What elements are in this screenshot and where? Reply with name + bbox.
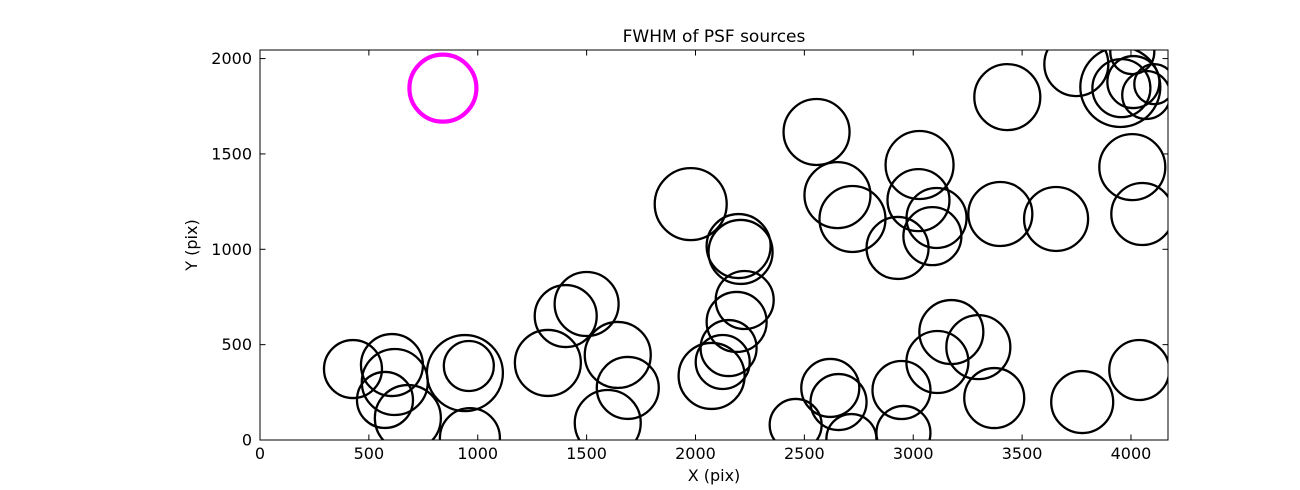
x-tick-label: 3000	[893, 444, 934, 463]
psf-source-circle	[573, 388, 642, 440]
psf-source-circle	[322, 338, 384, 400]
x-tick-label: 4000	[1111, 444, 1152, 463]
psf-source-circle	[705, 212, 772, 280]
plot-title: FWHM of PSF sources	[623, 27, 806, 47]
psf-source-circle	[1043, 50, 1110, 98]
data-points-layer	[322, 50, 1168, 440]
psf-source-circle	[553, 270, 620, 338]
y-tick-label: 1000	[211, 240, 252, 259]
psf-source-circle	[865, 215, 930, 281]
y-axis-label: Y (pix)	[182, 219, 201, 271]
psf-source-circle	[973, 62, 1042, 132]
psf-source-circle	[818, 184, 887, 254]
psf-source-circle	[884, 129, 955, 201]
psf-source-circle	[1098, 132, 1167, 202]
psf-source-circle	[782, 97, 851, 167]
psf-sources-series	[322, 50, 1168, 440]
psf-source-circle	[875, 404, 932, 440]
psf-source-circle	[809, 372, 868, 432]
psf-source-circle	[694, 333, 751, 391]
psf-source-circle	[871, 359, 932, 421]
psf-source-circle	[1022, 185, 1090, 253]
y-tick-label: 1500	[211, 144, 252, 163]
psf-source-circle	[1133, 62, 1168, 106]
psf-source-circle	[595, 355, 660, 421]
psf-source-circle	[533, 283, 598, 349]
psf-source-circle	[1106, 54, 1161, 110]
x-axis-label: X (pix)	[688, 466, 741, 485]
psf-source-circle	[905, 329, 970, 395]
psf-source-circle	[653, 166, 728, 242]
psf-source-circle	[373, 383, 442, 440]
psf-source-circle	[967, 180, 1034, 248]
y-tick-label: 0	[242, 431, 252, 450]
psf-source-circle	[1110, 181, 1168, 247]
y-tick-label: 500	[221, 335, 252, 354]
highlighted-source-series	[407, 52, 479, 124]
psf-source-circle	[707, 218, 774, 286]
psf-source-circle	[1050, 369, 1115, 435]
psf-source-circle	[1109, 50, 1156, 76]
psf-source-circle	[705, 290, 768, 354]
x-tick-label: 0	[255, 444, 265, 463]
plot-area-border	[259, 49, 1169, 441]
psf-source-circle	[963, 366, 1026, 430]
x-tick-label: 2000	[675, 444, 716, 463]
y-tick-label: 2000	[211, 49, 252, 68]
psf-source-circle	[800, 357, 861, 419]
psf-source-circle	[513, 328, 583, 398]
psf-source-circle	[825, 412, 878, 440]
psf-source-circle	[905, 186, 968, 250]
psf-source-circle	[583, 320, 652, 390]
x-tick-label: 500	[354, 444, 385, 463]
highlighted-source-circle	[407, 52, 479, 124]
x-tick-label: 1000	[457, 444, 498, 463]
x-tick-label: 3500	[1002, 444, 1043, 463]
psf-source-circle	[803, 160, 872, 230]
axis-ticks-layer: 0 500 1000 1500 2000 2500 3000 3500 4000 0 500 1000…	[211, 49, 1168, 463]
psf-source-circle	[1121, 69, 1168, 121]
x-tick-label: 2500	[784, 444, 825, 463]
psf-source-circle	[425, 333, 505, 413]
psf-source-circle	[1108, 338, 1168, 402]
psf-source-circle	[902, 205, 963, 267]
psf-source-circle	[677, 341, 746, 411]
psf-source-circle	[886, 167, 951, 233]
psf-source-circle	[438, 406, 502, 440]
x-tick-label: 1500	[566, 444, 607, 463]
psf-source-circle	[355, 370, 415, 430]
psf-source-circle	[945, 313, 1012, 381]
psf-source-circle	[442, 339, 495, 393]
psf-source-circle	[1079, 50, 1162, 129]
